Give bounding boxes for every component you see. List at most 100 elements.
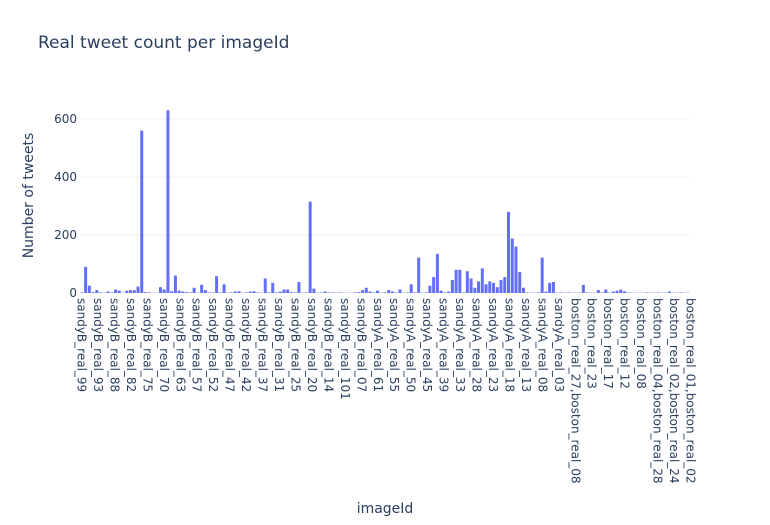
bar — [271, 282, 275, 293]
x-tick-label: sandyB_real_99 — [75, 298, 89, 392]
bar — [200, 284, 204, 293]
bar — [215, 276, 219, 293]
bar — [510, 238, 514, 293]
bar — [435, 253, 439, 293]
bar — [473, 287, 477, 293]
bar — [521, 287, 525, 293]
bar — [188, 292, 192, 293]
bar — [327, 292, 331, 293]
bar — [136, 286, 140, 293]
x-tick-labels: sandyB_real_99 sandyB_real_93 sandyB_real_… — [75, 298, 698, 484]
x-tick-label: sandyA_real_03 — [552, 298, 566, 392]
bar — [203, 290, 207, 293]
bar — [536, 292, 540, 293]
bar — [619, 289, 623, 293]
bar — [91, 292, 95, 293]
x-tick-label: sandyA_real_08 — [535, 298, 549, 392]
x-tick-label: sandyB_real_101 — [338, 298, 352, 400]
bar — [462, 292, 466, 293]
bar — [447, 291, 451, 293]
bar — [140, 130, 144, 293]
bar — [667, 291, 671, 293]
bar — [181, 291, 185, 293]
x-tick-label: sandyB_real_25 — [288, 298, 302, 392]
bar — [432, 277, 436, 293]
x-tick-label: sandyB_real_42 — [239, 298, 253, 392]
x-tick-label: sandyA_real_33 — [453, 298, 467, 392]
bar — [125, 290, 129, 293]
bar — [376, 290, 380, 293]
bar — [308, 201, 312, 293]
bar — [207, 292, 211, 293]
y-axis-title: Number of tweets — [21, 133, 37, 259]
bar — [480, 268, 484, 293]
bar — [338, 292, 342, 293]
bar — [428, 285, 432, 293]
chart-title: Real tweet count per imageId — [38, 33, 290, 53]
bar — [99, 292, 103, 293]
bar — [405, 292, 409, 293]
bar — [166, 110, 170, 293]
bar — [390, 291, 394, 293]
bar — [233, 291, 237, 293]
bar — [623, 291, 626, 293]
bar — [540, 257, 544, 293]
bar — [656, 292, 660, 293]
bar — [507, 211, 510, 293]
bar — [604, 289, 608, 293]
bar — [117, 290, 121, 293]
bar — [439, 290, 443, 293]
bar — [450, 279, 454, 293]
bar — [413, 292, 417, 293]
bar — [581, 284, 585, 293]
bar — [383, 292, 387, 293]
x-tick-label: sandyA_real_18 — [502, 298, 516, 392]
x-tick-label: boston_real_01,boston_real_02 — [684, 298, 698, 484]
x-tick-label: sandyB_real_37 — [256, 298, 270, 392]
bar — [331, 292, 335, 293]
bar — [458, 269, 462, 293]
x-tick-label: sandyA_real_45 — [420, 298, 434, 392]
bar — [645, 292, 649, 293]
bar — [398, 289, 402, 293]
x-tick-label: sandyA_real_50 — [404, 298, 418, 392]
bar — [211, 292, 215, 293]
y-tick-label: 600 — [54, 112, 77, 126]
bar — [237, 291, 241, 293]
bar — [484, 284, 488, 293]
bar — [372, 292, 376, 293]
bar — [173, 275, 177, 293]
bar — [443, 292, 447, 293]
bar — [469, 278, 473, 293]
bar — [454, 269, 458, 293]
bar — [222, 284, 226, 293]
bar — [114, 289, 118, 293]
bar — [424, 292, 428, 293]
bar — [87, 285, 91, 293]
bar — [95, 290, 99, 293]
x-tick-label: sandyB_real_75 — [140, 298, 154, 392]
bar — [525, 292, 529, 293]
bar — [600, 292, 604, 293]
x-tick-label: boston_real_08 — [634, 298, 648, 389]
bar — [84, 266, 88, 293]
x-tick-label: sandyA_real_39 — [437, 298, 451, 392]
x-tick-label: sandyB_real_82 — [124, 298, 138, 392]
bar — [488, 281, 492, 293]
bar — [110, 292, 114, 293]
bar — [256, 292, 260, 293]
y-gridlines — [80, 118, 690, 236]
bar — [611, 291, 615, 293]
bar — [551, 281, 555, 293]
bar-series — [80, 110, 690, 293]
x-tick-label: sandyB_real_14 — [321, 298, 335, 392]
x-tick-label: sandyB_real_93 — [91, 298, 105, 392]
x-tick-label: sandyB_real_57 — [190, 298, 204, 392]
x-tick-label: sandyA_real_23 — [486, 298, 500, 392]
bar — [312, 288, 316, 293]
bar — [218, 292, 222, 293]
bar — [282, 289, 286, 293]
bar — [297, 281, 301, 293]
x-tick-label: sandyA_real_55 — [387, 298, 401, 392]
bar — [248, 291, 252, 293]
